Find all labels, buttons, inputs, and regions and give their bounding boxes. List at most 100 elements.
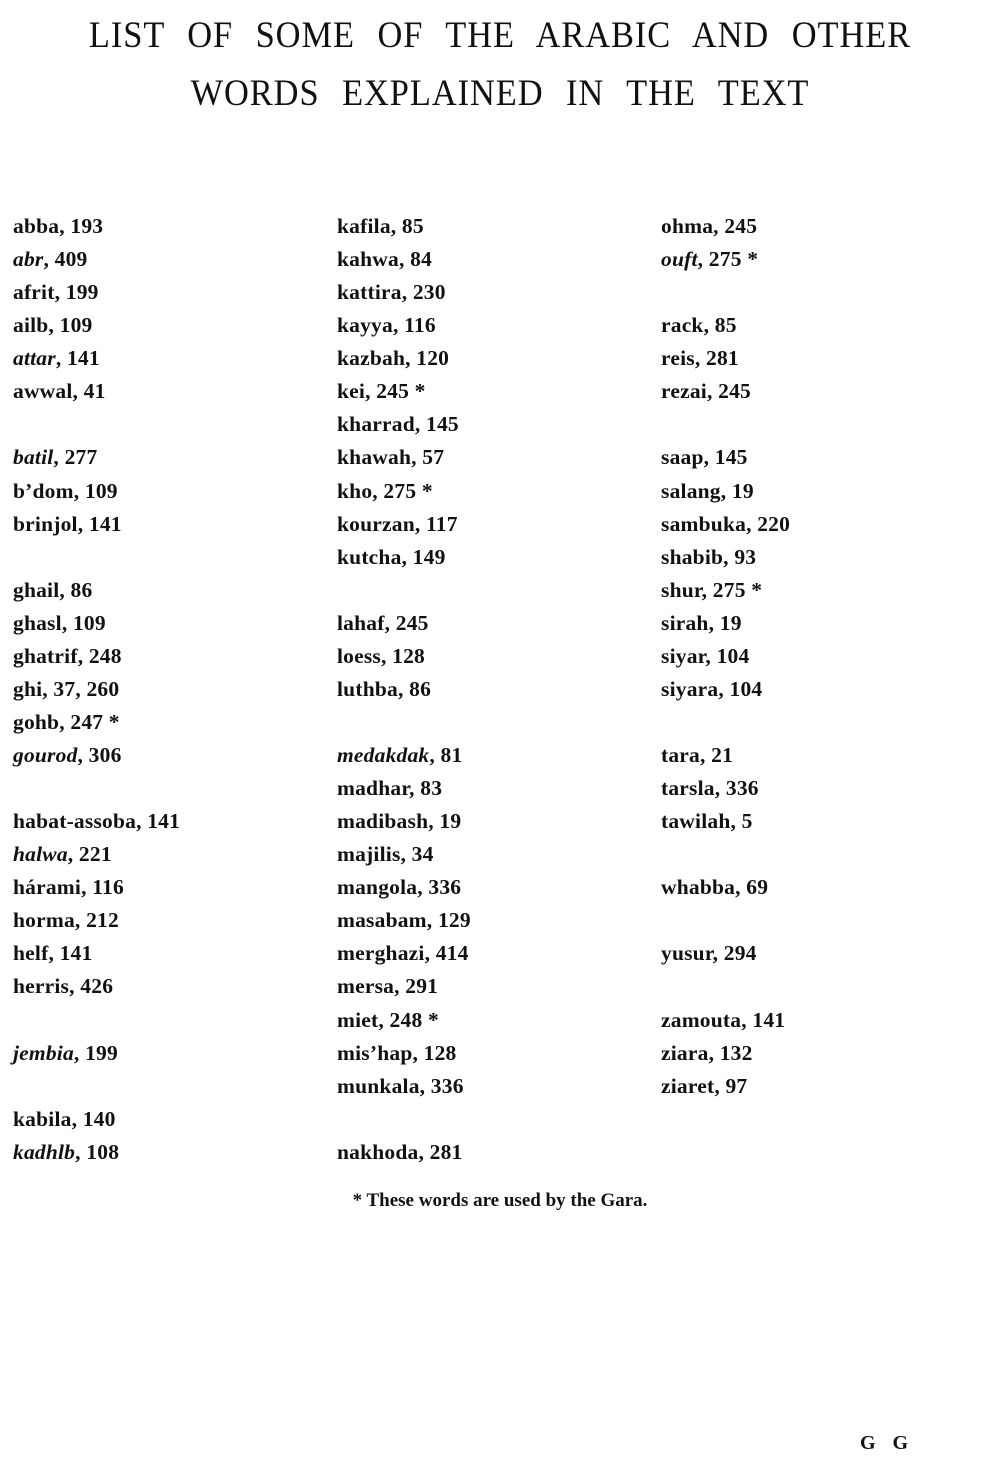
word-entry: abr, 409 [13,243,180,276]
entry-word: kutcha [337,544,402,569]
entry-page-ref: , 245 [713,214,758,238]
word-entry: kattira, 230 [337,276,471,309]
word-entry: kafila, 85 [337,210,471,243]
word-list-column-1: abba, 193 abr, 409 afrit, 199 ailb, 109 atta… [13,210,180,1169]
word-entry: masabam, 129 [337,904,471,937]
entry-page-ref: , 414 [424,941,469,966]
blank-line [661,970,790,1003]
word-entry: lahaf, 245 [337,607,471,640]
entry-word: kei [337,379,366,404]
entry-page-ref: , 247 * [59,709,120,734]
entry-word: hárami [13,875,82,900]
entry-page-ref: , 69 [735,875,769,900]
entry-page-ref: , 212 [74,908,119,933]
word-entry: sambuka, 220 [661,508,790,541]
entry-word: kazbah [337,346,406,371]
word-entry: abba, 193 [13,210,180,243]
entry-word: lahaf [337,610,385,635]
entry-page-ref: , 199 [73,1040,118,1065]
entry-page-ref: , 141 [77,511,122,536]
entry-page-ref: , 275 * [701,577,763,602]
entry-word: mangola [337,875,418,900]
entry-word: reis [661,346,695,371]
entry-page-ref: , 104 [705,643,750,668]
entry-page-ref: , 336 [714,776,759,801]
entry-page-ref: , 141 [136,809,181,834]
word-entry: kahwa, 84 [337,243,471,276]
word-entry: kazbah, 120 [337,342,471,375]
entry-page-ref: , 117 [414,511,458,536]
entry-page-ref: , 248 * [378,1007,439,1032]
entry-word: horma [13,908,75,933]
entry-word: kharrad [337,412,415,437]
blank-line [337,574,471,607]
entry-word: rezai [661,379,707,404]
entry-page-ref: , 275 * [372,478,433,503]
entry-page-ref: , 57 [411,445,445,470]
entry-page-ref: , 128 [381,643,425,668]
word-entry: horma, 212 [13,904,180,937]
entry-page-ref: , 84 [398,247,433,272]
word-list-column-2: kafila, 85 kahwa, 84 kattira, 230 kayya, 11… [337,210,471,1169]
word-entry: majilis, 34 [337,838,471,871]
word-entry: ziara, 132 [661,1037,790,1070]
word-entry: kabila, 140 [13,1103,180,1136]
entry-word: mis’hap [337,1040,413,1065]
word-entry: rezai, 245 [661,375,790,408]
entry-word: madibash [337,809,429,834]
entry-word: gourod [13,743,78,767]
entry-page-ref: , 86 [397,676,432,701]
entry-page-ref: , 245 [706,379,751,404]
entry-page-ref: , 193 [59,214,104,238]
entry-page-ref: , 306 [77,743,122,767]
word-entry: helf, 141 [13,937,180,970]
word-entry: kayya, 116 [337,309,471,342]
entry-word: madhar [337,776,410,801]
entry-word: saap [661,445,704,470]
entry-word: kafila [337,214,391,238]
word-entry: khawah, 57 [337,441,471,474]
blank-line [337,1103,471,1136]
entry-page-ref: , 275 * [697,247,759,272]
entry-word: kattira [337,280,402,305]
entry-page-ref: , 85 [390,214,424,238]
entry-page-ref: , 19 [428,809,462,834]
entry-word: ailb [13,313,49,338]
word-entry: attar, 141 [13,342,180,375]
word-entry: merghazi, 414 [337,937,471,970]
entry-page-ref: , 104 [718,676,763,701]
entry-page-ref: , 145 [414,412,459,437]
entry-page-ref: , 294 [712,941,757,966]
word-entry: kutcha, 149 [337,541,471,574]
word-entry: shabib, 93 [661,541,790,574]
blank-line [661,838,790,871]
word-entry: ghasl, 109 [13,607,180,640]
blank-line [13,1004,180,1037]
entry-page-ref: , 34 [400,842,434,867]
entry-page-ref: , 199 [54,280,99,305]
word-entry: mangola, 336 [337,871,471,904]
entry-page-ref: , 116 [392,313,436,338]
word-entry: miet, 248 * [337,1004,471,1037]
entry-word: kadhlb [13,1139,76,1164]
entry-word: abr [13,247,44,272]
entry-word: ghi [13,676,43,701]
entry-page-ref: , 108 [75,1139,120,1164]
word-entry: herris, 426 [13,970,180,1003]
word-entry: ohma, 245 [661,210,790,243]
word-entry: whabba, 69 [661,871,790,904]
entry-page-ref: , 120 [405,346,450,371]
entry-word: jembia [13,1040,74,1065]
entry-word: ghasl [13,610,62,635]
blank-line [13,1070,180,1103]
entry-page-ref: , 97 [714,1073,748,1098]
word-entry: loess, 128 [337,640,471,673]
word-entry: batil, 277 [13,441,180,474]
word-entry: sirah, 19 [661,607,790,640]
word-list-column-3: ohma, 245 ouft, 275 * rack, 85 reis, 281 rez… [661,210,790,1103]
entry-word: nakhoda [337,1139,419,1164]
entry-page-ref: , 86 [59,577,93,602]
entry-page-ref: , 409 [43,247,88,272]
entry-word: kabila [13,1106,72,1131]
entry-page-ref: , 21 [700,743,734,767]
